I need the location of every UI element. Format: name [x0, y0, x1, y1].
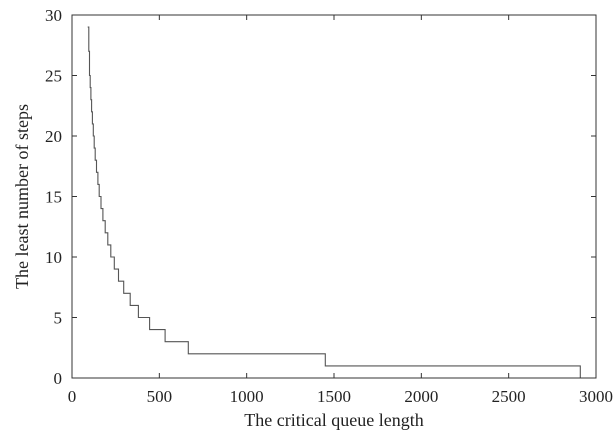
x-tick-label: 3000 [579, 387, 613, 406]
y-tick-label: 5 [54, 309, 63, 328]
x-tick-label: 0 [68, 387, 77, 406]
y-tick-label: 15 [45, 188, 62, 207]
y-axis-title: The least number of steps [12, 104, 32, 289]
x-tick-label: 500 [147, 387, 173, 406]
axis-ticks [71, 14, 597, 379]
x-tick-label: 1000 [230, 387, 264, 406]
y-tick-label: 20 [45, 127, 62, 146]
x-tick-label: 2000 [404, 387, 438, 406]
y-tick-label: 0 [54, 369, 63, 388]
x-axis-title: The critical queue length [244, 410, 423, 430]
x-tick-label: 1500 [317, 387, 351, 406]
plot-frame [71, 14, 597, 379]
tick-labels: 0 500 1000 1500 2000 2500 3000 0 5 10 15 20 25 30 [45, 6, 613, 406]
y-tick-label: 10 [45, 248, 62, 267]
y-tick-label: 30 [45, 6, 62, 25]
x-tick-label: 2500 [492, 387, 526, 406]
y-tick-label: 25 [45, 67, 62, 86]
series-line [87, 26, 581, 378]
